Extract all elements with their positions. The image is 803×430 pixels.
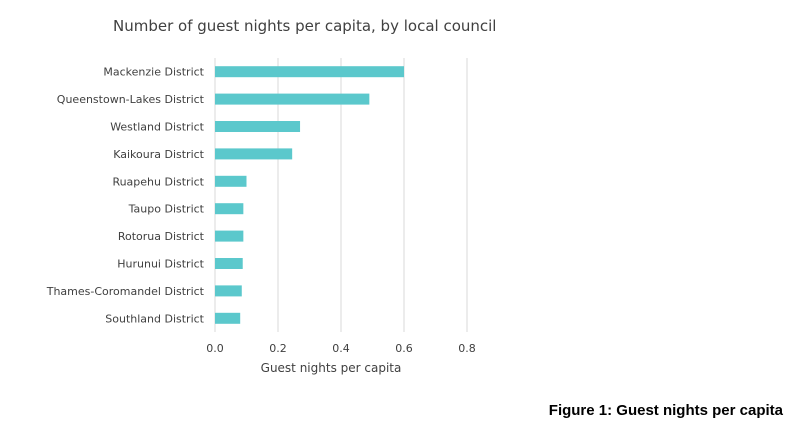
category-label: Queenstown-Lakes District — [57, 93, 205, 106]
category-label: Hurunui District — [117, 258, 204, 271]
x-tick-label: 0.2 — [269, 342, 287, 355]
bar — [215, 203, 244, 215]
category-label: Kaikoura District — [113, 148, 204, 161]
bar — [215, 121, 301, 132]
category-label: Ruapehu District — [112, 175, 204, 188]
x-tick-label: 0.8 — [458, 342, 476, 355]
chart-plot: Mackenzie District Queenstown-Lakes Distr… — [46, 58, 476, 375]
bar — [215, 93, 370, 105]
bar — [215, 175, 247, 187]
category-label: Rotorua District — [118, 230, 205, 243]
bar — [215, 66, 404, 78]
bar — [215, 258, 243, 269]
category-label: Mackenzie District — [103, 66, 204, 79]
x-tick-label: 0.0 — [206, 342, 224, 355]
bar — [215, 285, 242, 297]
figure-caption: Figure 1: Guest nights per capita — [548, 402, 783, 419]
category-label: Taupo District — [128, 203, 205, 216]
category-label: Westland District — [110, 121, 204, 134]
x-tick-label: 0.6 — [395, 342, 413, 355]
chart: Number of guest nights per capita, by lo… — [46, 17, 497, 375]
bar — [215, 148, 293, 160]
x-tick-label: 0.4 — [332, 342, 350, 355]
bar — [215, 230, 244, 242]
category-label: Thames-Coromandel District — [46, 285, 205, 298]
x-axis-label: Guest nights per capita — [261, 361, 402, 375]
chart-title: Number of guest nights per capita, by lo… — [113, 17, 497, 35]
category-label: Southland District — [105, 312, 204, 325]
bar — [215, 312, 241, 324]
